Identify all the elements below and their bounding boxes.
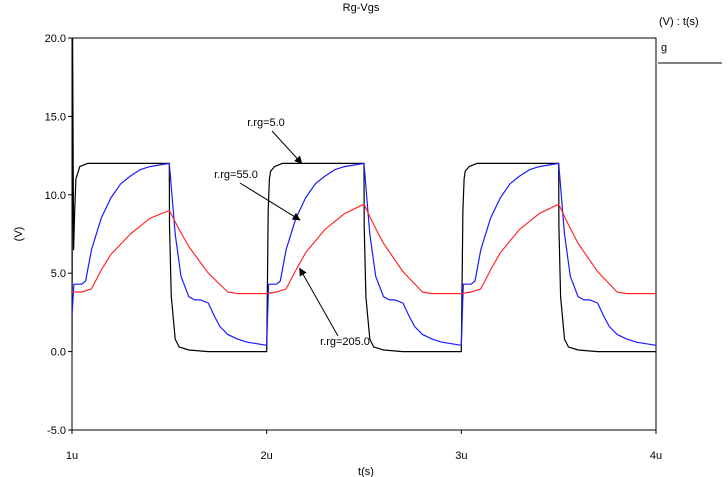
y-tick-label: 0.0	[51, 347, 66, 359]
y-tick-label: -5.0	[47, 425, 66, 437]
annotation-arrow	[299, 267, 339, 337]
y-tick-label: 10.0	[45, 190, 66, 202]
x-tick-label: 1u	[66, 450, 78, 462]
annotation-label: r.rg=5.0	[247, 117, 285, 129]
chart-title: Rg-Vgs	[343, 2, 380, 14]
annotation-label: r.rg=55.0	[214, 169, 258, 181]
annotation-layer: r.rg=5.0 r.rg=55.0 r.rg=205.0	[214, 117, 370, 348]
series-layer	[72, 38, 656, 353]
x-tick-label: 2u	[261, 450, 273, 462]
y-axis-label: (V)	[13, 227, 25, 242]
legend-header: (V) : t(s)	[659, 16, 699, 28]
series-line-r-rg-205-0	[72, 203, 656, 295]
annotation-arrow	[239, 182, 301, 221]
x-axis-label: t(s)	[358, 466, 374, 477]
x-tick-label: 3u	[455, 450, 467, 462]
series-line-r-rg-5-0	[72, 38, 656, 353]
y-tick-label: 5.0	[51, 268, 66, 280]
annotation-arrow	[271, 130, 303, 165]
y-tick-label: 15.0	[45, 111, 66, 123]
annotation-label: r.rg=205.0	[320, 336, 370, 348]
x-tick-label: 4u	[650, 450, 662, 462]
y-tick-label: 20.0	[45, 33, 66, 45]
legend-entry: g	[661, 42, 667, 54]
axis-ticks: -5.0 0.0 5.0 10.0 15.0 20.0 1u 2u 3u 4u	[45, 33, 663, 462]
series-line-r-rg-55-0	[72, 162, 656, 346]
